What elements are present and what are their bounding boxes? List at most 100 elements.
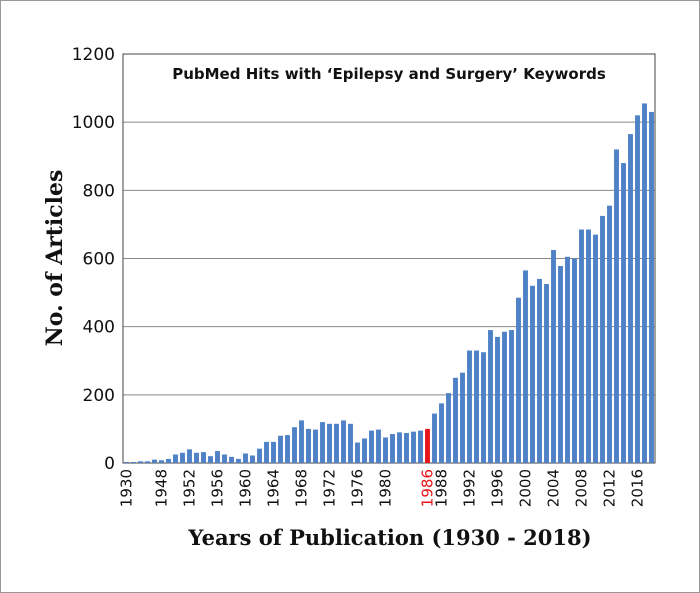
bar bbox=[446, 393, 451, 463]
bar bbox=[173, 454, 178, 463]
bar bbox=[278, 435, 283, 463]
bar bbox=[572, 258, 577, 463]
x-tick-label: 1948 bbox=[153, 469, 171, 507]
bar bbox=[166, 458, 171, 463]
x-tick-label: 1972 bbox=[321, 469, 339, 507]
x-tick-label: 1992 bbox=[461, 469, 479, 507]
x-tick-label: 1960 bbox=[237, 469, 255, 507]
bar bbox=[558, 265, 563, 463]
bar bbox=[348, 423, 353, 463]
bar bbox=[411, 431, 416, 463]
x-tick-label: 1930 bbox=[118, 469, 136, 507]
bar bbox=[285, 435, 290, 463]
bar bbox=[516, 297, 521, 463]
bar bbox=[355, 442, 360, 463]
y-tick-label: 600 bbox=[83, 250, 115, 270]
bar bbox=[579, 229, 584, 463]
x-axis-label: Years of Publication (1930 - 2018) bbox=[187, 525, 591, 550]
y-tick-label: 1000 bbox=[72, 113, 115, 133]
x-tick-label: 2008 bbox=[573, 469, 591, 507]
x-tick-label: 2000 bbox=[517, 469, 535, 507]
bar bbox=[509, 330, 514, 463]
bar bbox=[551, 249, 556, 463]
bar bbox=[488, 330, 493, 463]
bar bbox=[194, 452, 199, 463]
bar bbox=[614, 149, 619, 463]
bar bbox=[313, 429, 318, 463]
x-tick-label: 1952 bbox=[181, 469, 199, 507]
bar bbox=[495, 336, 500, 463]
bar bbox=[327, 423, 332, 463]
bar bbox=[131, 461, 136, 463]
bar bbox=[530, 285, 535, 463]
bar bbox=[621, 163, 626, 464]
bar bbox=[138, 461, 143, 463]
bar bbox=[425, 428, 430, 463]
bar bbox=[418, 430, 423, 463]
bar bbox=[635, 115, 640, 463]
bar bbox=[334, 423, 339, 463]
bar bbox=[460, 372, 465, 463]
x-tick-label: 1980 bbox=[377, 469, 395, 507]
x-tick-label: 1986 bbox=[419, 469, 437, 507]
bar bbox=[243, 453, 248, 463]
y-tick-label: 200 bbox=[83, 386, 115, 406]
bar bbox=[292, 427, 297, 463]
bar bbox=[523, 270, 528, 463]
bar bbox=[439, 403, 444, 463]
bar bbox=[453, 377, 458, 463]
bar bbox=[264, 441, 269, 463]
bar bbox=[390, 434, 395, 463]
bar bbox=[271, 441, 276, 463]
y-tick-label: 0 bbox=[104, 454, 115, 474]
bar bbox=[593, 234, 598, 463]
bar bbox=[369, 430, 374, 463]
bar bbox=[607, 205, 612, 463]
bar bbox=[467, 350, 472, 463]
bar bbox=[383, 437, 388, 463]
bar bbox=[250, 455, 255, 463]
y-tick-label: 800 bbox=[83, 181, 115, 201]
bar bbox=[187, 449, 192, 463]
y-axis-label: No. of Articles bbox=[42, 170, 68, 347]
x-tick-label: 1988 bbox=[433, 469, 451, 507]
bar bbox=[628, 134, 633, 464]
bar bbox=[299, 420, 304, 463]
bar bbox=[320, 422, 325, 463]
bar bbox=[208, 456, 213, 463]
x-tick-label: 1968 bbox=[293, 469, 311, 507]
y-tick-label: 400 bbox=[83, 318, 115, 338]
bar bbox=[565, 256, 570, 463]
bar bbox=[222, 454, 227, 463]
x-tick-label: 1996 bbox=[489, 469, 507, 507]
bar bbox=[537, 278, 542, 463]
bar bbox=[649, 111, 654, 464]
bar bbox=[229, 456, 234, 463]
bar bbox=[502, 331, 507, 463]
bar bbox=[159, 460, 164, 463]
bar bbox=[306, 428, 311, 463]
bar bbox=[152, 459, 157, 463]
x-tick-label: 2012 bbox=[601, 469, 619, 507]
bar bbox=[600, 215, 605, 463]
plot-border bbox=[122, 53, 656, 464]
x-tick-label: 2016 bbox=[629, 469, 647, 507]
bar bbox=[642, 103, 647, 463]
bar bbox=[236, 458, 241, 463]
y-tick-label: 1200 bbox=[72, 45, 115, 65]
bar bbox=[341, 420, 346, 463]
bar bbox=[432, 413, 437, 463]
bar bbox=[404, 433, 409, 463]
bar bbox=[201, 452, 206, 463]
bar bbox=[145, 461, 150, 463]
x-tick-label: 1976 bbox=[349, 469, 367, 507]
bar bbox=[257, 448, 262, 463]
bar bbox=[586, 229, 591, 463]
bar bbox=[124, 461, 129, 463]
bar bbox=[544, 284, 549, 463]
bar bbox=[362, 438, 367, 463]
bar bbox=[180, 452, 185, 463]
x-tick-label: 1964 bbox=[265, 469, 283, 507]
bar bbox=[481, 352, 486, 463]
x-tick-label: 1956 bbox=[209, 469, 227, 507]
